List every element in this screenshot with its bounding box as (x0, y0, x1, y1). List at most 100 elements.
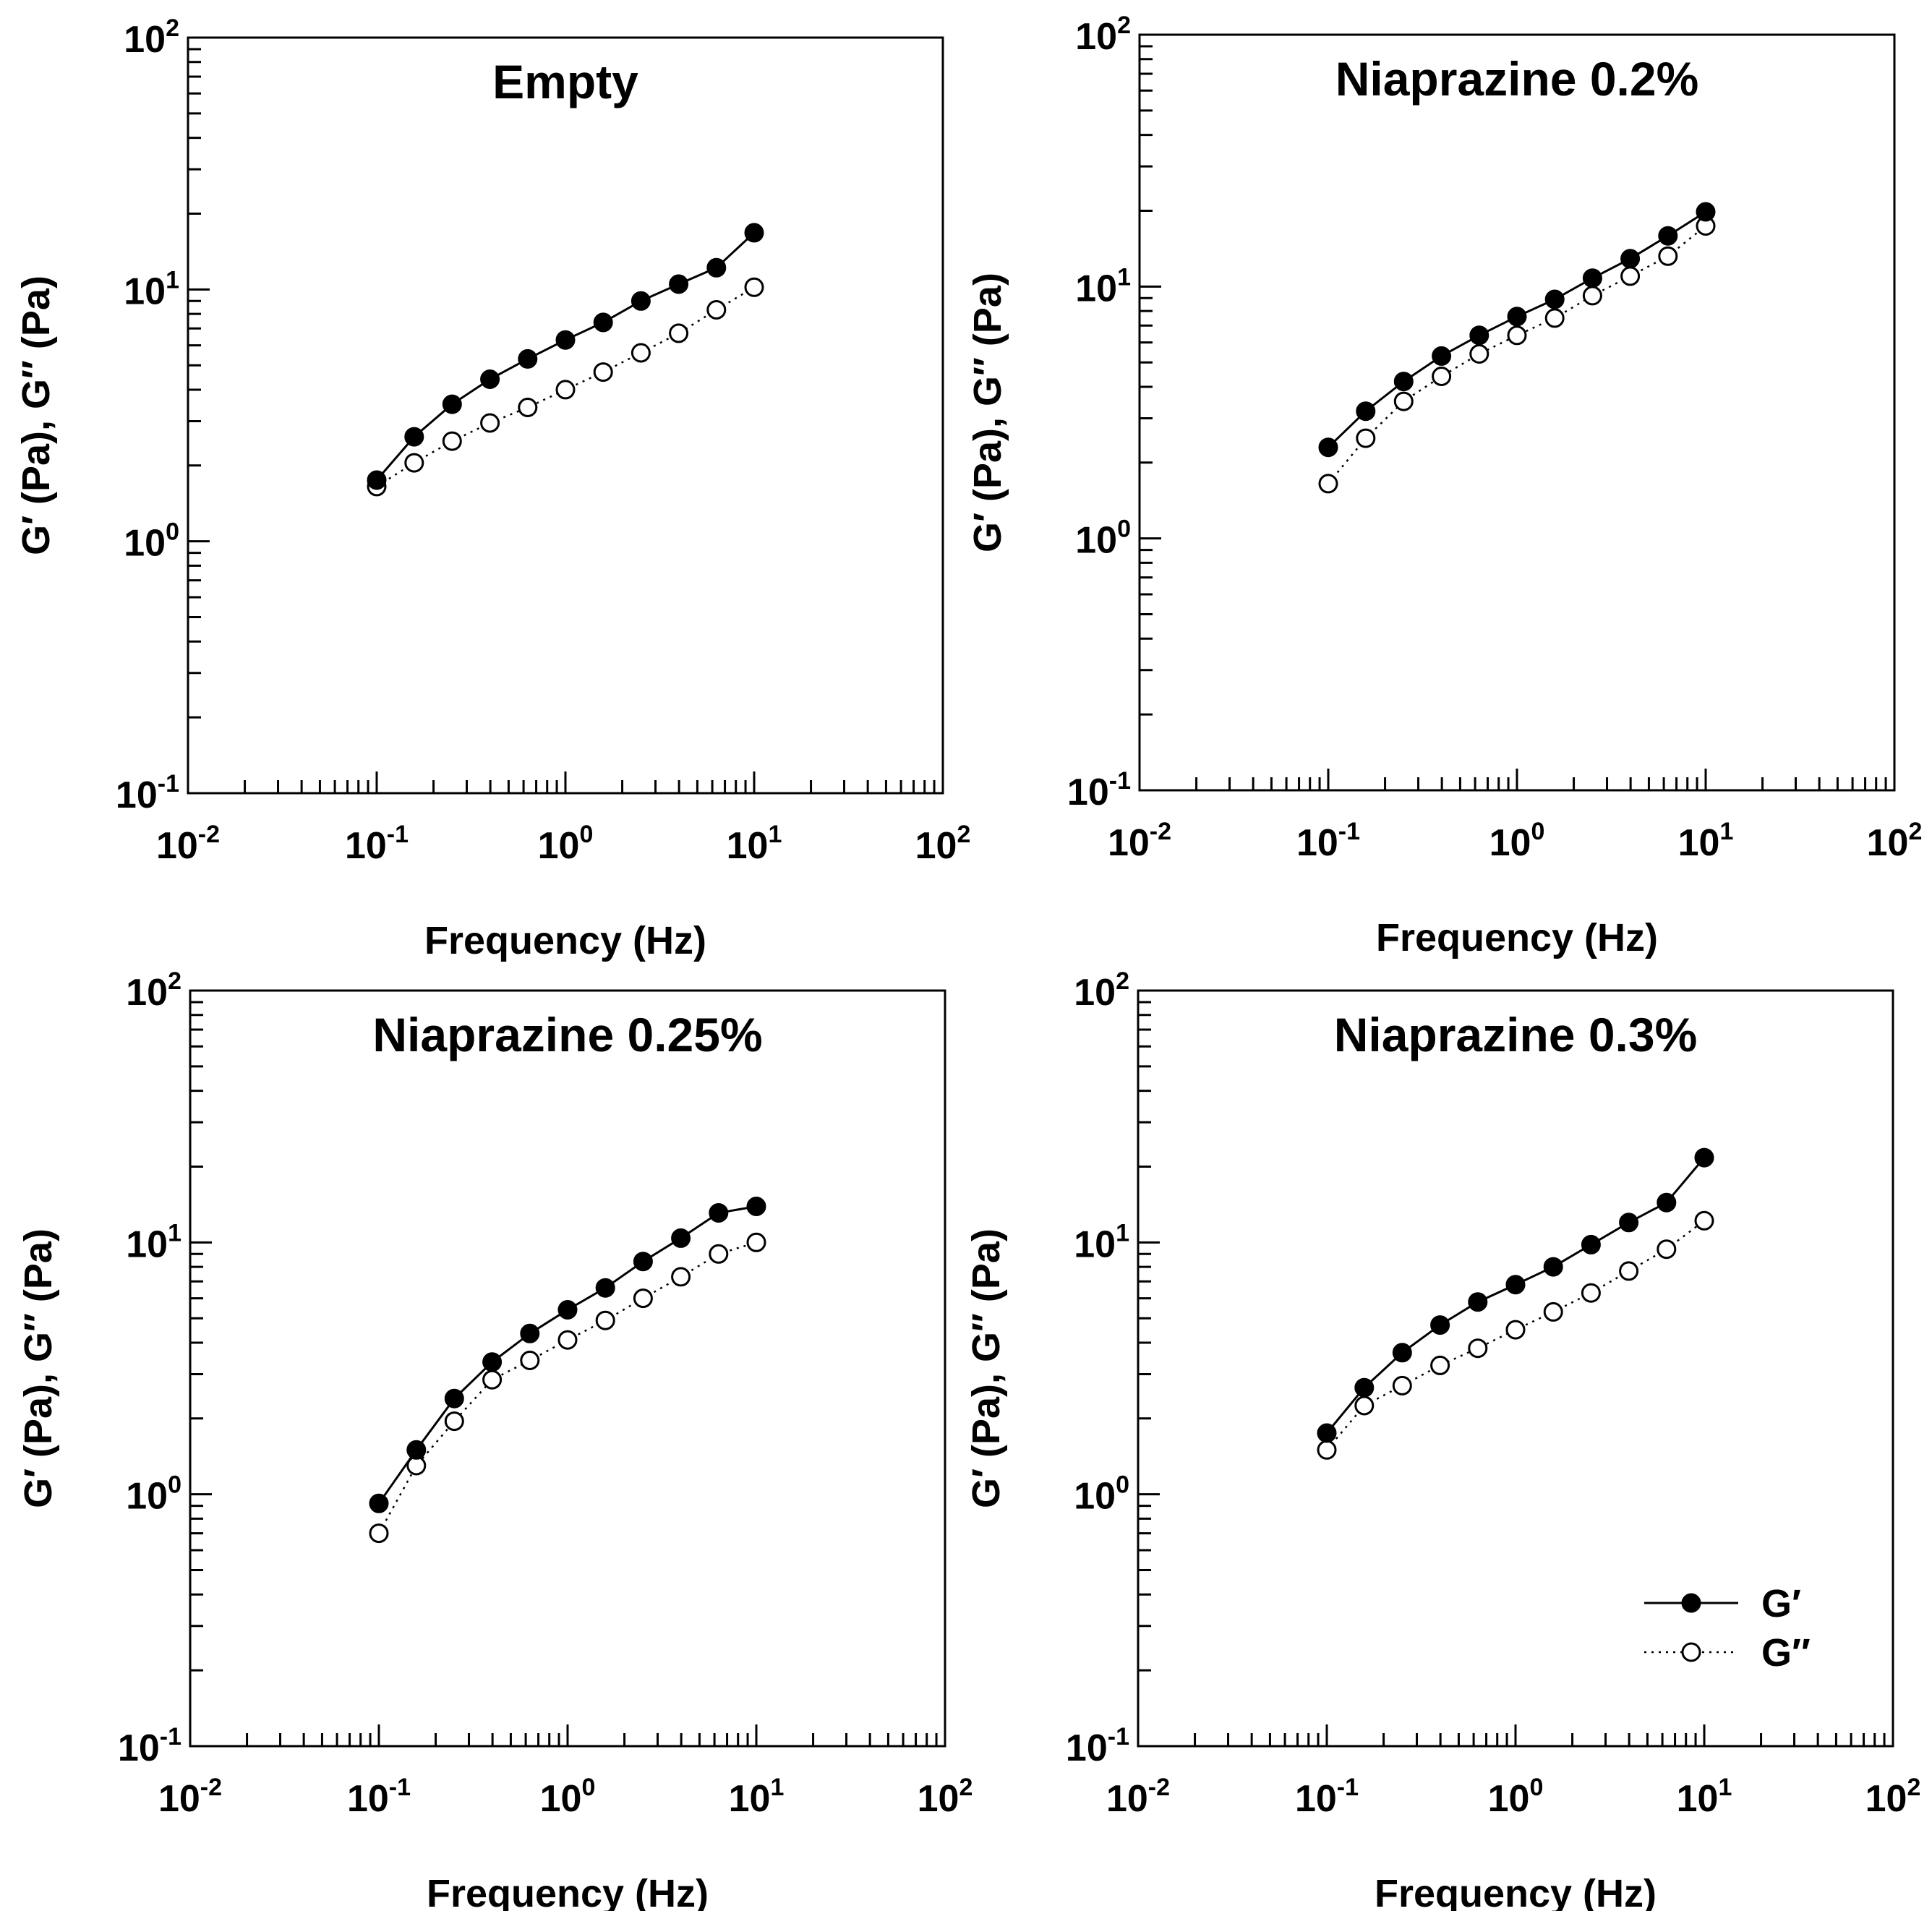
data-point-g-prime (669, 274, 689, 294)
x-axis-title: Frequency (Hz) (424, 919, 706, 962)
tick-base: 10 (1678, 822, 1720, 864)
data-point-g-double-prime (1543, 1301, 1563, 1322)
tick-base: 10 (540, 1778, 582, 1820)
legend-marker-g-prime (1681, 1593, 1701, 1613)
data-point-g-prime (1581, 1234, 1601, 1254)
tick-exponent: 1 (168, 1219, 181, 1247)
data-point-g-prime (404, 427, 424, 447)
series-line-g-prime (377, 1205, 757, 1505)
data-point-g-prime (671, 1228, 691, 1248)
data-point-g-prime (557, 1300, 578, 1320)
data-point-g-double-prime (1468, 1338, 1488, 1359)
tick-base: 10 (126, 972, 168, 1014)
x-tick-label: 10-2 (156, 821, 220, 867)
data-point-g-double-prime (595, 1310, 615, 1330)
data-point-g-double-prime (631, 343, 651, 363)
tick-base: 10 (729, 1778, 771, 1820)
data-point-g-prime (1317, 1423, 1337, 1443)
data-point-g-double-prime (1658, 246, 1678, 266)
data-point-g-double-prime (1619, 1261, 1639, 1281)
tick-exponent: 0 (166, 518, 179, 546)
data-point-g-prime (1657, 1192, 1677, 1213)
series-line-g-double-prime (1326, 1220, 1705, 1451)
data-point-g-prime (1620, 249, 1641, 269)
data-point-g-double-prime (1620, 266, 1641, 286)
y-tick-label: 102 (126, 967, 181, 1014)
tick-exponent: 0 (1529, 1774, 1543, 1801)
y-tick-label: 100 (1074, 1471, 1129, 1518)
y-axis-title: G′ (Pa), G″ (Pa) (965, 1228, 1008, 1508)
series-line-g-double-prime (376, 286, 755, 487)
tick-base: 10 (156, 825, 198, 867)
tick-exponent: 1 (1719, 818, 1733, 845)
tick-exponent: 2 (1116, 967, 1129, 995)
tick-base: 10 (1074, 972, 1116, 1014)
tick-exponent: -2 (200, 1774, 222, 1801)
data-point-g-prime (367, 470, 387, 490)
tick-base: 10 (1074, 1223, 1116, 1265)
data-point-g-double-prime (746, 1232, 766, 1252)
data-point-g-double-prime (1469, 344, 1489, 364)
data-point-g-prime (1505, 1275, 1526, 1295)
tick-exponent: 0 (1117, 516, 1131, 543)
x-tick-label: 102 (918, 1774, 973, 1820)
series-line-g-double-prime (377, 1241, 757, 1534)
plot-frame (1138, 33, 1896, 792)
x-tick-label: 102 (1865, 1774, 1921, 1820)
x-tick-label: 10-1 (1296, 818, 1360, 864)
y-tick-label: 102 (124, 14, 179, 61)
tick-base: 10 (158, 1778, 200, 1820)
data-point-g-double-prime (1507, 325, 1527, 346)
data-point-g-double-prime (1505, 1320, 1526, 1340)
tick-base: 10 (124, 270, 166, 312)
data-point-g-prime (1658, 226, 1678, 246)
data-point-g-double-prime (518, 398, 538, 417)
x-tick-label: 100 (1488, 1774, 1544, 1820)
panel-title: Niaprazine 0.3% (1334, 1008, 1698, 1061)
data-point-g-prime (593, 312, 613, 333)
tick-base: 10 (727, 825, 769, 867)
tick-base: 10 (118, 1727, 160, 1769)
tick-base: 10 (1677, 1778, 1719, 1820)
data-point-g-prime (1543, 1257, 1563, 1277)
data-point-g-double-prime (593, 362, 613, 382)
y-tick-label: 10-1 (1066, 1723, 1129, 1769)
data-point-g-prime (406, 1440, 427, 1460)
tick-exponent: 1 (1117, 263, 1131, 291)
tick-exponent: 2 (1907, 1774, 1920, 1801)
tick-exponent: 1 (1116, 1219, 1129, 1247)
series-line-g-double-prime (1328, 225, 1706, 484)
tick-base: 10 (1295, 1778, 1337, 1820)
legend-label: G′ (1761, 1582, 1801, 1625)
data-point-g-double-prime (1657, 1239, 1677, 1260)
legend: G′ G″ (1644, 1582, 1811, 1675)
tick-base: 10 (124, 523, 166, 565)
data-point-g-double-prime (1581, 1283, 1601, 1303)
tick-exponent: 2 (957, 821, 970, 848)
tick-base: 10 (1106, 1778, 1148, 1820)
tick-base: 10 (1075, 268, 1117, 309)
data-point-g-prime (555, 330, 576, 350)
data-point-g-prime (1432, 346, 1452, 366)
y-axis-title: G′ (Pa), G″ (Pa) (14, 275, 58, 555)
legend-marker-g-double-prime (1681, 1642, 1701, 1662)
data-point-g-prime (518, 349, 538, 369)
x-tick-label: 101 (1677, 1774, 1732, 1820)
tick-base: 10 (345, 825, 387, 867)
plot-frame (187, 36, 944, 795)
y-tick-label: 10-1 (118, 1723, 181, 1769)
tick-exponent: 2 (959, 1774, 973, 1801)
tick-exponent: 0 (168, 1471, 181, 1499)
tick-exponent: 1 (768, 821, 782, 848)
tick-exponent: -1 (389, 1774, 411, 1801)
tick-exponent: -1 (1337, 1774, 1359, 1801)
y-axis-title: G′ (Pa), G″ (Pa) (966, 273, 1009, 552)
y-tick-label: 101 (124, 266, 179, 312)
data-point-g-double-prime (480, 413, 500, 433)
tick-exponent: -1 (387, 821, 409, 848)
y-tick-label: 101 (1074, 1219, 1129, 1265)
data-point-g-double-prime (1317, 1440, 1337, 1460)
y-tick-label: 10-1 (1067, 767, 1131, 813)
data-point-g-prime (1468, 1292, 1488, 1312)
